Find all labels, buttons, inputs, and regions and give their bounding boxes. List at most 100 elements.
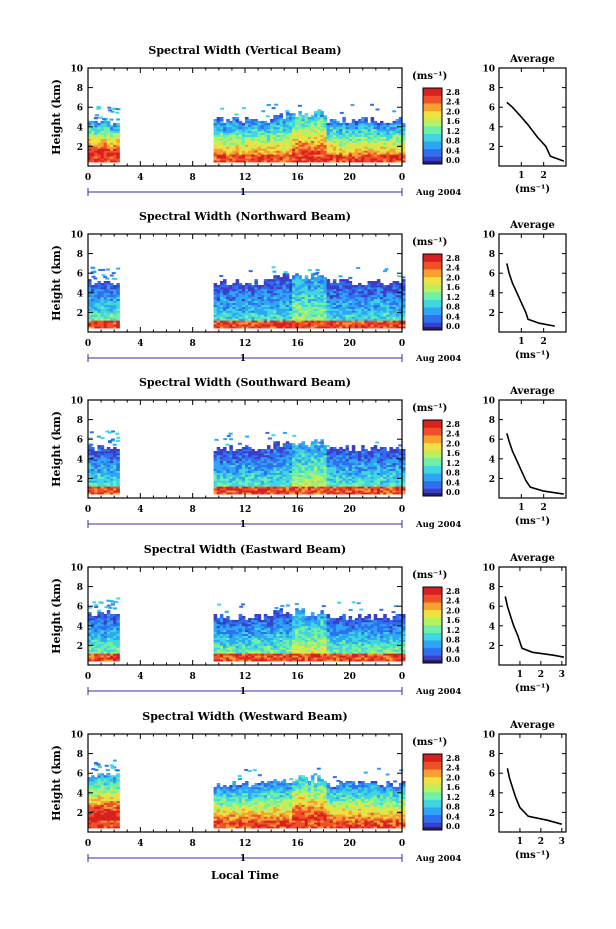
heatmap-cell <box>332 160 337 163</box>
heatmap-cell <box>88 148 92 151</box>
heatmap-cell <box>219 117 224 120</box>
heatmap-cell <box>223 286 227 290</box>
heatmap-cell <box>304 296 309 300</box>
heatmap-cell <box>395 316 400 319</box>
heatmap-cell <box>279 132 284 136</box>
heatmap-cell <box>326 160 331 163</box>
heatmap-cell <box>232 152 236 155</box>
heatmap-cell <box>317 279 321 282</box>
heatmap-cell <box>348 296 353 300</box>
heatmap-cell <box>270 290 274 294</box>
heatmap-cell <box>295 279 299 282</box>
heatmap-cell <box>229 140 233 143</box>
heatmap-cell <box>100 142 105 145</box>
heatmap-cell <box>304 445 309 448</box>
heatmap-cell <box>380 294 384 298</box>
heatmap-cell <box>348 148 353 151</box>
heatmap-cell <box>216 298 221 302</box>
heatmap-cell <box>376 158 381 161</box>
heatmap-cell <box>339 144 343 147</box>
heatmap-cell <box>345 472 350 475</box>
heatmap-cell <box>270 472 274 475</box>
profile-y-tick-label: 4 <box>489 123 495 133</box>
heatmap-cell <box>270 460 274 464</box>
heatmap-cell <box>97 122 101 126</box>
heatmap-cell <box>332 281 337 284</box>
heatmap-cell <box>351 292 356 296</box>
heatmap-cell <box>241 468 246 471</box>
heatmap-cell <box>361 124 365 128</box>
heatmap-cell <box>248 492 252 495</box>
heatmap-cell <box>301 316 306 319</box>
heatmap-cell <box>376 288 381 292</box>
heatmap-cell <box>310 124 315 128</box>
heatmap-cell <box>348 476 353 479</box>
heatmap-cell <box>354 460 359 464</box>
heatmap-cell <box>245 486 249 489</box>
heatmap-cell <box>100 476 105 479</box>
heatmap-cell <box>373 146 378 149</box>
heatmap-cell <box>226 150 230 153</box>
heatmap-cell <box>354 286 359 290</box>
heatmap-cell <box>295 273 299 276</box>
heatmap-cell <box>314 302 318 305</box>
heatmap-cell <box>358 158 362 161</box>
heatmap-cell <box>100 304 105 307</box>
heatmap-cell <box>386 318 390 321</box>
heatmap-cell <box>289 320 293 323</box>
heatmap-cell <box>301 290 306 294</box>
heatmap-cell <box>223 302 227 305</box>
heatmap-cell <box>326 316 331 319</box>
heatmap-cell <box>380 132 384 136</box>
heatmap-cell <box>323 492 328 495</box>
heatmap-cell <box>213 462 218 466</box>
heatmap-cell <box>260 478 265 481</box>
heatmap-cell <box>289 480 293 483</box>
heatmap-cell <box>304 300 309 303</box>
heatmap-cell <box>106 288 111 292</box>
heatmap-cell <box>345 142 350 145</box>
heatmap-cell <box>307 460 312 464</box>
heatmap-cell <box>310 466 315 469</box>
heatmap-cell <box>298 460 302 464</box>
heatmap-cell <box>238 478 243 481</box>
heatmap-cell <box>282 154 287 157</box>
heatmap-cell <box>113 306 117 309</box>
heatmap-cell <box>263 322 268 325</box>
heatmap-cell <box>351 148 356 151</box>
heatmap-cell <box>97 140 101 143</box>
heatmap-cell <box>91 132 95 136</box>
heatmap-cell <box>273 462 277 466</box>
heatmap-cell <box>106 150 111 153</box>
heatmap-cell <box>226 148 230 151</box>
heatmap-cell <box>216 146 221 149</box>
heatmap-cell <box>345 294 350 298</box>
heatmap-cell <box>398 302 403 305</box>
heatmap-cell <box>235 152 240 155</box>
heatmap-cell <box>254 152 258 155</box>
heatmap-cell <box>348 283 353 286</box>
heatmap-cell <box>332 488 337 491</box>
heatmap-cell <box>304 136 309 139</box>
heatmap-cell <box>106 304 111 307</box>
heatmap-cell <box>361 142 365 145</box>
heatmap-cell <box>301 115 306 118</box>
heatmap-cell <box>307 314 312 317</box>
heatmap-cell <box>354 304 359 307</box>
heatmap-cell <box>310 142 315 145</box>
heatmap-cell <box>376 286 381 290</box>
heatmap-cell <box>216 482 221 485</box>
heatmap-cell <box>307 482 312 485</box>
heatmap-cell <box>245 326 249 329</box>
heatmap-cell <box>91 158 95 161</box>
heatmap-cell <box>88 146 92 149</box>
heatmap-cell <box>260 312 265 315</box>
heatmap-cell <box>307 298 312 302</box>
heatmap-cell <box>315 271 320 274</box>
heatmap-cell <box>260 468 265 471</box>
heatmap-cell <box>358 296 362 300</box>
heatmap-cell <box>282 122 287 126</box>
heatmap-cell <box>213 486 218 489</box>
heatmap-cell <box>354 296 359 300</box>
heatmap-cell <box>273 148 277 151</box>
